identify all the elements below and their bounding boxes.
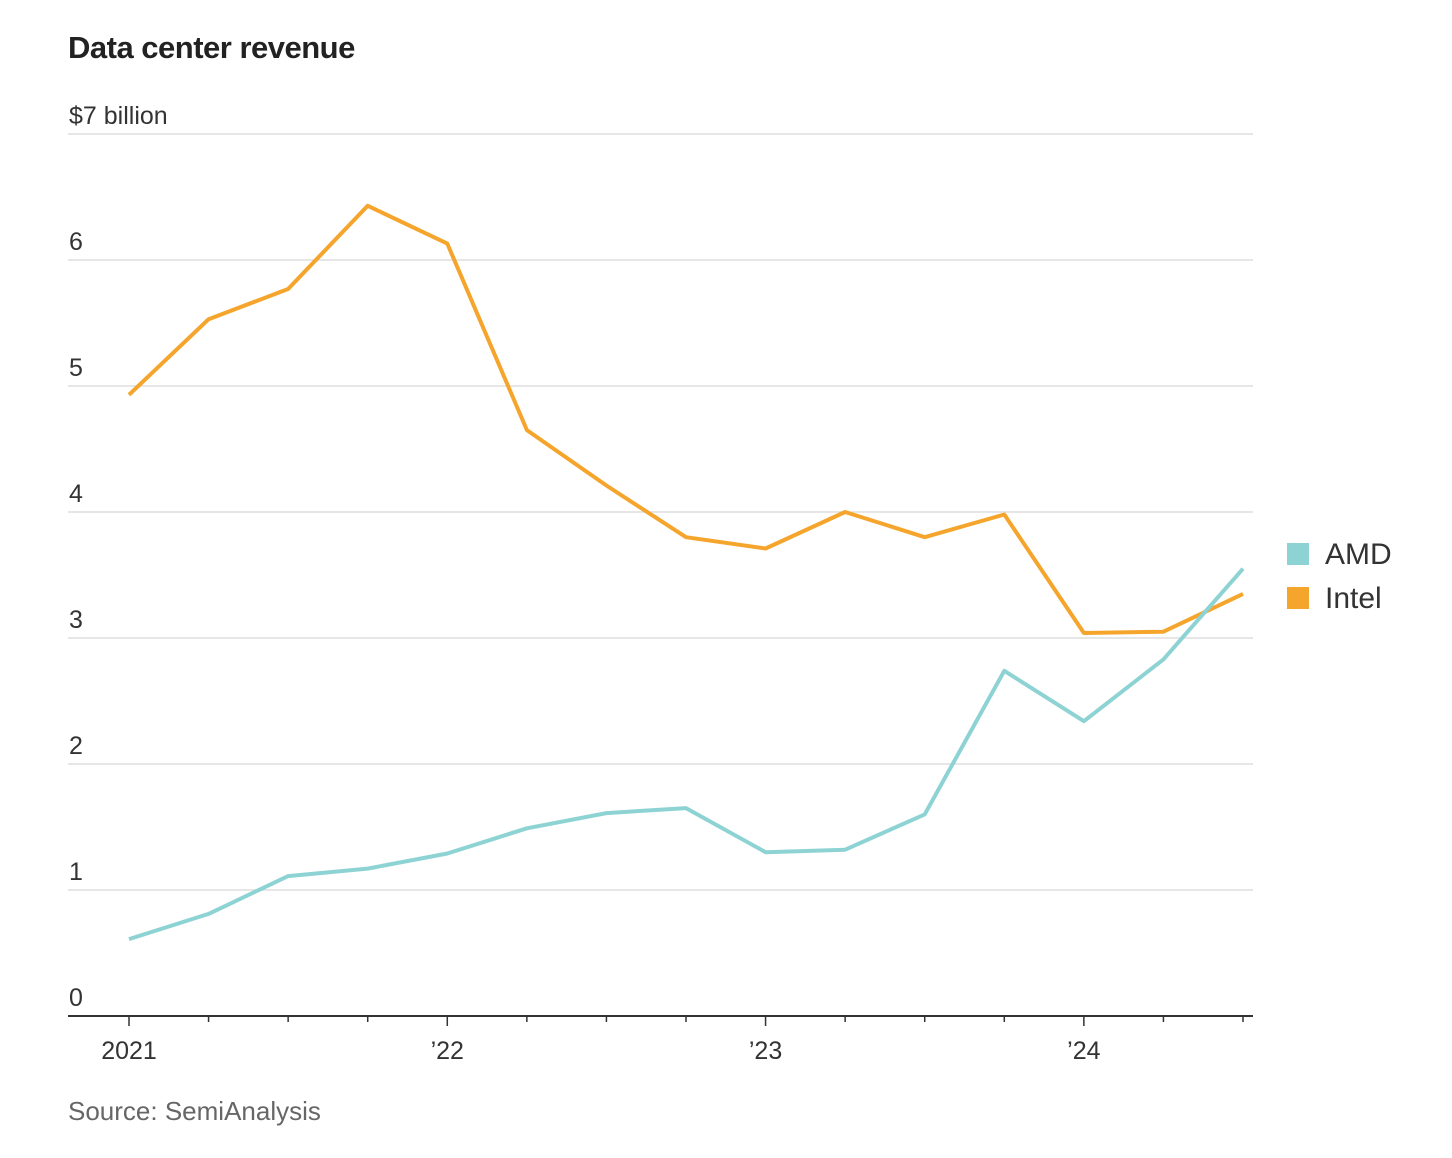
series-line-intel <box>127 203 1244 635</box>
series-line-amd <box>128 567 1245 942</box>
series-lines <box>127 203 1245 942</box>
x-tick-label: ’23 <box>749 1037 782 1065</box>
source-note: Source: SemiAnalysis <box>68 1096 321 1126</box>
gridlines <box>68 133 1253 891</box>
y-tick-label: 5 <box>69 354 83 382</box>
x-tick-label: ’22 <box>431 1037 464 1065</box>
chart-title: Data center revenue <box>68 30 355 65</box>
y-tick-label: $7 billion <box>69 102 168 130</box>
x-tick-label: 2021 <box>101 1037 157 1065</box>
y-tick-label: 2 <box>69 732 83 760</box>
legend-swatch-intel <box>1287 587 1309 609</box>
y-tick-label: 3 <box>69 606 83 634</box>
y-tick-label: 4 <box>69 480 83 508</box>
x-tick-label: ’24 <box>1067 1037 1100 1065</box>
legend-label-intel: Intel <box>1325 582 1382 615</box>
x-axis-labels: 2021 ’22 ’23 ’24 <box>101 1037 1100 1065</box>
x-axis <box>68 1015 1253 1026</box>
y-tick-label: 6 <box>69 228 83 256</box>
y-axis-labels: 0 1 2 3 4 5 6 $7 billion <box>69 102 168 1012</box>
legend: AMD Intel <box>1287 538 1392 615</box>
legend-label-amd: AMD <box>1325 538 1392 571</box>
y-tick-label: 1 <box>69 858 83 886</box>
legend-swatch-amd <box>1287 543 1309 565</box>
y-tick-label: 0 <box>69 984 83 1012</box>
